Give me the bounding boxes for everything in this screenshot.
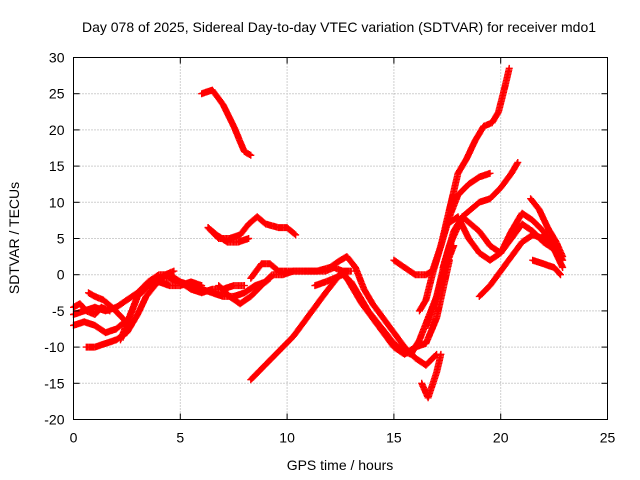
series-t16	[418, 350, 445, 402]
y-tick-label: 0	[57, 267, 65, 283]
axis-ticks: 0 5 10 15 20 25 -20 -15 -10 -5 0 5 10 15 20 25 30	[44, 50, 615, 446]
y-tick-label: 30	[49, 50, 65, 66]
series-layer	[70, 64, 567, 402]
series-t22	[529, 256, 565, 279]
data-point-markers	[418, 350, 445, 402]
series-t21	[527, 195, 567, 261]
x-tick-label: 20	[493, 430, 509, 446]
y-tick-label: 20	[49, 122, 65, 138]
series-t9	[204, 224, 253, 246]
y-tick-label: 5	[57, 231, 65, 247]
y-tick-label: 25	[49, 86, 65, 102]
x-axis-label: GPS time / hours	[287, 457, 394, 473]
data-point-markers	[247, 253, 441, 369]
chart-title: Day 078 of 2025, Sidereal Day-to-day VTE…	[82, 19, 596, 35]
x-tick-label: 5	[176, 430, 184, 446]
y-tick-label: -5	[52, 303, 65, 319]
y-tick-label: -15	[44, 375, 64, 391]
data-point-markers	[527, 195, 567, 261]
y-tick-label: 15	[49, 158, 65, 174]
series-t7	[198, 86, 255, 159]
grid	[73, 57, 608, 420]
x-tick-label: 15	[386, 430, 402, 446]
x-tick-label: 25	[600, 430, 616, 446]
y-tick-label: 10	[49, 194, 65, 210]
data-point-markers	[204, 224, 253, 246]
y-axis-label: SDTVAR / TECUs	[6, 182, 22, 294]
y-tick-label: -10	[44, 339, 64, 355]
x-tick-label: 0	[70, 430, 78, 446]
data-point-markers	[198, 86, 255, 159]
series-t12	[247, 253, 441, 369]
x-tick-label: 10	[279, 430, 295, 446]
data-point-markers	[529, 256, 565, 279]
y-tick-label: -20	[44, 412, 64, 428]
